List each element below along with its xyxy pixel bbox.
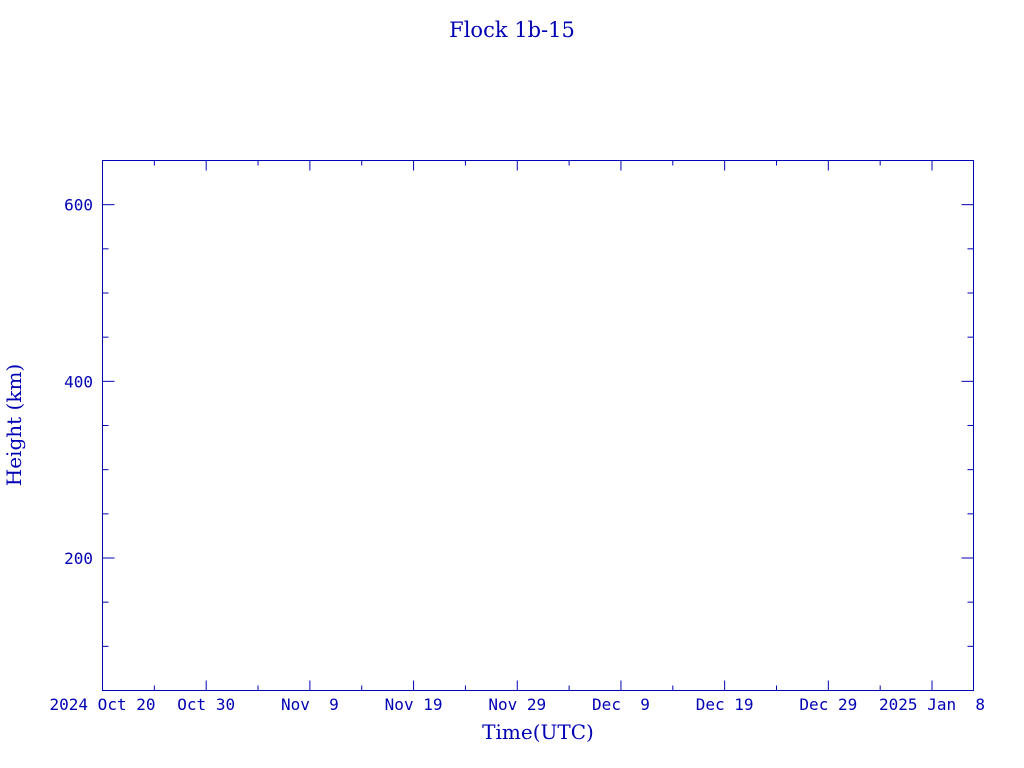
y-tick-label: 600 [64,196,93,215]
y-tick-label: 200 [64,549,93,568]
x-tick-label: Nov 9 [281,695,339,714]
plot-frame [102,160,974,691]
y-tick-label: 400 [64,372,93,391]
x-tick-label: Oct 30 [177,695,235,714]
y-axis-label: Height (km) [2,364,26,486]
x-tick-label: Dec 29 [799,695,857,714]
x-tick-label: Nov 19 [385,695,443,714]
x-tick-label: 2025 Jan 8 [879,695,985,714]
x-tick-label: Dec 9 [592,695,650,714]
x-tick-label: 2024 Oct 20 [50,695,156,714]
chart-title: Flock 1b-15 [449,18,575,42]
x-axis-label: Time(UTC) [482,720,594,744]
x-tick-label: Nov 29 [488,695,546,714]
x-tick-label: Dec 19 [696,695,754,714]
